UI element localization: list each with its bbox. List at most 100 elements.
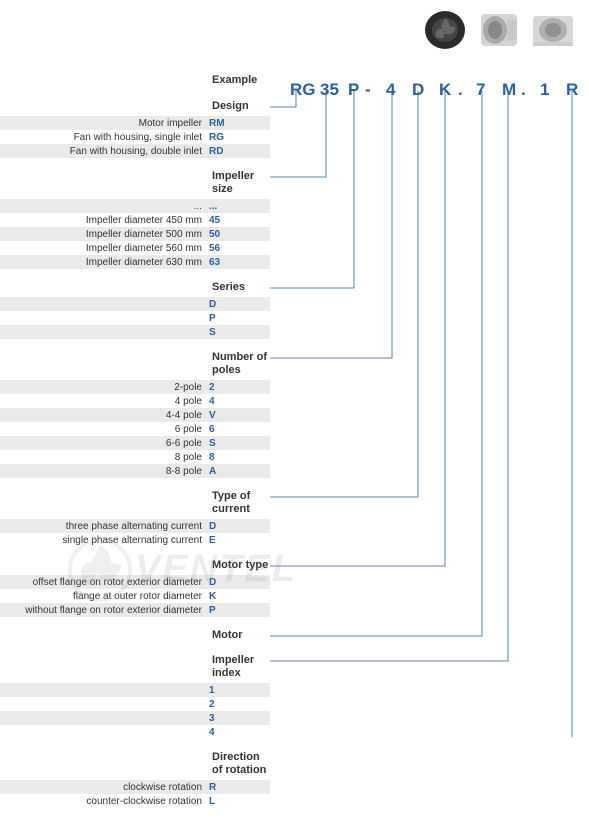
row-code: ... <box>206 201 230 212</box>
row-description: flange at outer rotor diameter <box>0 591 206 602</box>
row-description: 4-4 pole <box>0 410 206 421</box>
row-code: 2 <box>206 382 230 393</box>
row-description: Impeller diameter 560 mm <box>0 243 206 254</box>
section-title: Impeller index <box>0 654 270 680</box>
row-code: A <box>206 466 230 477</box>
row-description: Impeller diameter 500 mm <box>0 229 206 240</box>
row-description: Fan with housing, single inlet <box>0 132 206 143</box>
code-part-1: 35 <box>320 80 339 100</box>
option-row: ...... <box>0 199 270 213</box>
option-row: Motor impellerRM <box>0 116 270 130</box>
option-row: P <box>0 311 270 325</box>
row-description: offset flange on rotor exterior diameter <box>0 577 206 588</box>
row-description: 4 pole <box>0 396 206 407</box>
row-description: 6 pole <box>0 424 206 435</box>
fan-image-1 <box>421 8 469 52</box>
option-row: 4 pole4 <box>0 394 270 408</box>
row-code: 6 <box>206 424 230 435</box>
row-description: 6-6 pole <box>0 438 206 449</box>
row-description: clockwise rotation <box>0 782 206 793</box>
code-part-0: RG <box>290 80 316 100</box>
row-code: V <box>206 410 230 421</box>
row-code: 4 <box>206 396 230 407</box>
section-0: DesignMotor impellerRMFan with housing, … <box>0 100 270 158</box>
section-8: Direction of rotationclockwise rotationR… <box>0 751 270 808</box>
row-description: 8 pole <box>0 452 206 463</box>
row-description: Motor impeller <box>0 118 206 129</box>
row-code: D <box>206 521 230 532</box>
section-title: Type of current <box>0 490 270 516</box>
example-label: Example <box>212 74 257 86</box>
option-row: counter-clockwise rotationL <box>0 794 270 808</box>
code-part-5: D <box>412 80 424 100</box>
row-code: L <box>206 796 230 807</box>
row-description: three phase alternating current <box>0 521 206 532</box>
sections-container: DesignMotor impellerRMFan with housing, … <box>0 100 270 820</box>
row-code: P <box>206 605 230 616</box>
code-part-4: 4 <box>386 80 395 100</box>
option-row: Impeller diameter 560 mm56 <box>0 241 270 255</box>
row-code: 1 <box>206 685 230 696</box>
option-row: Impeller diameter 500 mm50 <box>0 227 270 241</box>
row-code: D <box>206 577 230 588</box>
option-row: 6 pole6 <box>0 422 270 436</box>
row-code: 56 <box>206 243 230 254</box>
row-code: R <box>206 782 230 793</box>
option-row: offset flange on rotor exterior diameter… <box>0 575 270 589</box>
row-code: 2 <box>206 699 230 710</box>
section-6: Motor <box>0 629 270 642</box>
row-code: 50 <box>206 229 230 240</box>
row-description: without flange on rotor exterior diamete… <box>0 605 206 616</box>
section-title: Design <box>0 100 270 113</box>
row-code: 4 <box>206 727 230 738</box>
code-part-11: 1 <box>540 80 549 100</box>
fan-image-2 <box>475 8 523 52</box>
option-row: 1 <box>0 683 270 697</box>
row-code: P <box>206 313 230 324</box>
row-description: single phase alternating current <box>0 535 206 546</box>
section-title: Impeller size <box>0 170 270 196</box>
code-part-9: M <box>502 80 516 100</box>
row-description: Impeller diameter 450 mm <box>0 215 206 226</box>
option-row: S <box>0 325 270 339</box>
code-part-7: . <box>458 80 463 100</box>
code-part-8: 7 <box>476 80 485 100</box>
section-2: Series DPS <box>0 281 270 339</box>
section-5: Motor type offset flange on rotor exterio… <box>0 559 270 617</box>
option-row: 3 <box>0 711 270 725</box>
row-code: 45 <box>206 215 230 226</box>
section-title: Series <box>0 281 270 294</box>
row-code: RD <box>206 146 230 157</box>
option-row: 4-4 poleV <box>0 408 270 422</box>
section-7: Impeller index 1 2 3 4 <box>0 654 270 739</box>
section-title: Number of poles <box>0 351 270 377</box>
row-code: D <box>206 299 230 310</box>
row-description: 2-pole <box>0 382 206 393</box>
row-code: S <box>206 438 230 449</box>
row-code: 63 <box>206 257 230 268</box>
option-row: Impeller diameter 450 mm45 <box>0 213 270 227</box>
row-code: K <box>206 591 230 602</box>
option-row: 2-pole2 <box>0 380 270 394</box>
row-code: S <box>206 327 230 338</box>
row-description: counter-clockwise rotation <box>0 796 206 807</box>
section-title: Motor type <box>0 559 270 572</box>
option-row: 8-8 poleA <box>0 464 270 478</box>
option-row: D <box>0 297 270 311</box>
code-part-12: R <box>566 80 578 100</box>
row-description: Impeller diameter 630 mm <box>0 257 206 268</box>
code-part-6: K <box>439 80 451 100</box>
row-description: ... <box>0 201 206 212</box>
row-code: RM <box>206 118 230 129</box>
section-title: Motor <box>0 629 270 642</box>
option-row: 6-6 poleS <box>0 436 270 450</box>
example-row: Example RG35P-4DK.7M.1R <box>0 68 589 92</box>
option-row: single phase alternating currentE <box>0 533 270 547</box>
option-row: flange at outer rotor diameterK <box>0 589 270 603</box>
product-images <box>421 8 577 52</box>
option-row: clockwise rotationR <box>0 780 270 794</box>
section-4: Type of current three phase alternating c… <box>0 490 270 547</box>
row-description: Fan with housing, double inlet <box>0 146 206 157</box>
code-part-2: P <box>348 80 359 100</box>
row-code: 3 <box>206 713 230 724</box>
